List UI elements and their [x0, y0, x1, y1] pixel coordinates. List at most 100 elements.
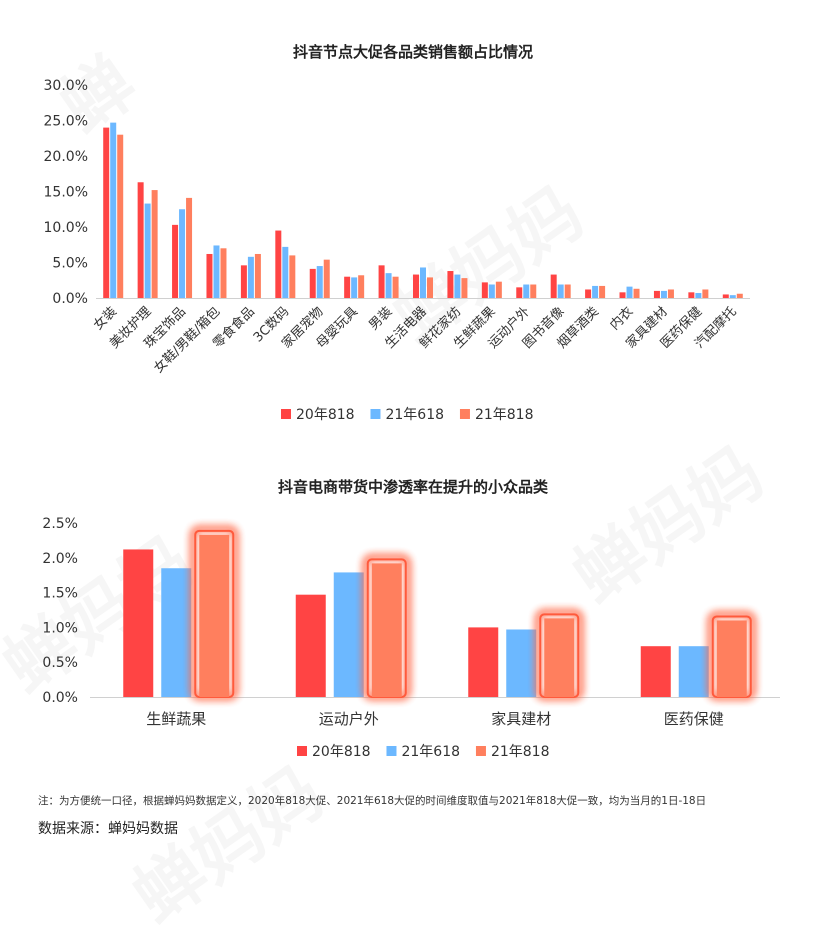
legend-label: 20年818: [296, 407, 355, 423]
y-tick-label: 5.0%: [52, 256, 88, 272]
bar-21年818: [199, 534, 230, 697]
chart2-title: 抖音电商带货中渗透率在提升的小众品类: [278, 478, 549, 496]
y-tick-label: 1.0%: [42, 620, 78, 636]
bar-20年818: [640, 646, 671, 697]
y-tick-label: 1.5%: [42, 586, 78, 602]
bar-20年818: [295, 594, 326, 697]
bar-21年818: [564, 284, 571, 298]
y-tick-label: 0.5%: [42, 655, 78, 671]
legend-swatch: [297, 746, 307, 756]
legend-label: 21年818: [491, 744, 550, 760]
bar-21年818: [220, 248, 227, 298]
bar-20年818: [309, 268, 316, 298]
bar-21年818: [702, 289, 709, 298]
bar-21年618: [179, 209, 186, 298]
bar-21年618: [144, 203, 151, 298]
bar-20年818: [103, 127, 110, 298]
bar-20年818: [468, 627, 499, 697]
chart1-title: 抖音节点大促各品类销售额占比情况: [293, 43, 533, 61]
legend-label: 20年818: [312, 744, 371, 760]
bar-20年818: [413, 274, 419, 298]
footnote: 注：为方便统一口径，根据蝉妈妈数据定义，2020年818大促、2021年618大…: [38, 795, 707, 807]
bar-20年818: [123, 549, 154, 697]
bar-21年618: [333, 572, 364, 697]
bar-21年618: [626, 286, 633, 298]
bar-21年818: [254, 253, 261, 298]
bar-21年818: [427, 277, 433, 298]
niche-penetration-chart: 抖音电商带货中渗透率在提升的小众品类 0.0% 0.5% 1.0% 1.5% 2.0% 2…: [42, 478, 780, 760]
category-label: 运动户外: [319, 710, 379, 728]
bar-21年818: [530, 284, 537, 298]
y-tick-label: 0.0%: [42, 690, 78, 706]
bar-21年618: [161, 568, 192, 697]
bar-21年618: [420, 267, 426, 298]
y-tick-label: 30.0%: [44, 78, 88, 94]
bar-20年818: [206, 253, 213, 298]
bar-21年618: [316, 266, 323, 298]
bar-20年818: [344, 276, 351, 298]
bar-20年818: [688, 292, 695, 298]
bar-21年618: [695, 293, 702, 298]
bar-21年818: [117, 134, 124, 298]
legend-swatch: [475, 746, 486, 756]
category-label: 家具建材: [491, 710, 551, 728]
bar-21年818: [461, 278, 468, 298]
bar-21年818: [716, 620, 747, 697]
y-tick-label: 15.0%: [44, 185, 88, 201]
category-label: 男装: [366, 304, 395, 333]
bar-21年618: [523, 284, 530, 298]
y-tick-label: 2.5%: [42, 516, 78, 532]
bar-21年618: [351, 277, 358, 298]
bar-20年818: [585, 289, 592, 298]
bar-20年818: [722, 294, 729, 298]
bar-21年618: [729, 295, 736, 298]
legend-label: 21年818: [475, 407, 534, 423]
bar-20年818: [137, 182, 144, 298]
bar-21年818: [633, 288, 640, 298]
category-share-chart: 抖音节点大促各品类销售额占比情况 0.0% 5.0% 10.0% 15.0% 20.0%…: [44, 43, 750, 423]
category-label: 医药保健: [664, 710, 724, 728]
y-tick-label: 0.0%: [52, 291, 88, 307]
bar-21年818: [392, 276, 399, 298]
bar-21年818: [599, 285, 606, 298]
category-label: 内衣: [607, 304, 637, 334]
legend-swatch: [281, 409, 291, 419]
bar-21年818: [544, 618, 575, 697]
bar-21年618: [557, 284, 564, 298]
bar-21年618: [282, 246, 289, 298]
bar-21年818: [358, 275, 365, 298]
bar-20年818: [172, 224, 179, 298]
bar-21年818: [495, 281, 502, 298]
y-tick-label: 10.0%: [44, 220, 88, 236]
bar-20年818: [653, 290, 660, 298]
legend-label: 21年618: [385, 407, 444, 423]
legend-swatch: [370, 409, 381, 419]
category-label: 女装: [90, 304, 120, 334]
bar-21年618: [454, 274, 461, 298]
bar-21年618: [660, 290, 667, 298]
bar-21年818: [736, 293, 743, 298]
bar-20年818: [481, 282, 488, 298]
y-tick-label: 25.0%: [44, 114, 88, 130]
legend-label: 21年618: [401, 744, 460, 760]
bar-20年818: [619, 292, 626, 298]
bar-21年818: [289, 255, 296, 298]
bar-21年818: [151, 190, 158, 298]
bar-21年818: [323, 259, 330, 298]
legend-swatch: [459, 409, 470, 419]
bar-21年618: [110, 122, 117, 298]
bar-21年818: [186, 197, 193, 298]
bar-20年818: [447, 271, 454, 298]
bar-20年818: [550, 274, 557, 298]
bar-21年618: [385, 273, 392, 298]
bar-20年818: [378, 265, 385, 298]
y-tick-label: 20.0%: [44, 149, 88, 165]
bar-21年618: [488, 284, 495, 298]
bar-21年618: [506, 629, 537, 697]
bar-20年818: [516, 287, 523, 298]
bar-20年818: [240, 265, 247, 298]
bar-21年618: [213, 245, 220, 298]
bar-21年618: [247, 256, 254, 298]
bar-21年818: [667, 289, 674, 298]
bar-21年818: [371, 563, 402, 697]
